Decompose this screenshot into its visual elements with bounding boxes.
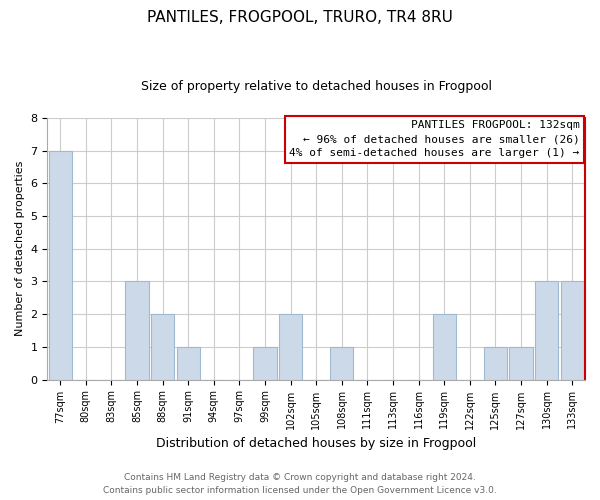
Bar (279, 314, 302, 380)
X-axis label: Distribution of detached houses by size in Frogpool: Distribution of detached houses by size … (156, 437, 476, 450)
Bar (49, 150, 72, 380)
Title: Size of property relative to detached houses in Frogpool: Size of property relative to detached ho… (141, 80, 492, 93)
Text: PANTILES FROGPOOL: 132sqm
← 96% of detached houses are smaller (26)
4% of semi-d: PANTILES FROGPOOL: 132sqm ← 96% of detac… (289, 120, 580, 158)
Bar (560, 282, 584, 380)
Bar (484, 347, 507, 380)
Bar (535, 282, 558, 380)
Text: Contains HM Land Registry data © Crown copyright and database right 2024.
Contai: Contains HM Land Registry data © Crown c… (103, 474, 497, 495)
Y-axis label: Number of detached properties: Number of detached properties (15, 161, 25, 336)
Bar (176, 347, 200, 380)
Bar (253, 347, 277, 380)
Bar (509, 347, 533, 380)
Bar (433, 314, 456, 380)
Bar (330, 347, 353, 380)
Text: PANTILES, FROGPOOL, TRURO, TR4 8RU: PANTILES, FROGPOOL, TRURO, TR4 8RU (147, 10, 453, 25)
Bar (151, 314, 174, 380)
Bar (125, 282, 149, 380)
